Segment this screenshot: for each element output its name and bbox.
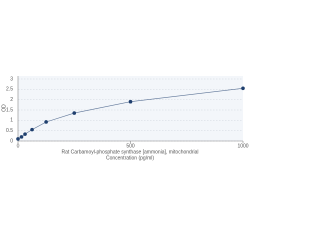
y-tick-label: 2	[10, 97, 13, 103]
y-tick-label: 1.5	[6, 107, 13, 113]
y-tick-label: 0.5	[6, 128, 13, 134]
data-point	[72, 111, 77, 115]
y-tick-label: 3	[10, 76, 13, 82]
data-point	[30, 127, 34, 132]
x-tick-label: 0	[17, 143, 20, 149]
data-point	[44, 120, 48, 124]
data-point	[23, 132, 27, 136]
plot-area	[18, 76, 243, 141]
chart-title: Rat Carbamoyl-phosphate synthase [ammoni…	[61, 149, 198, 155]
data-point	[19, 135, 24, 139]
y-tick-label: 1	[10, 118, 13, 124]
chart: Rat Carbamoyl-phosphate synthase [ammoni…	[1, 76, 249, 161]
data-point	[16, 137, 20, 141]
data-point	[241, 86, 245, 91]
x-axis-label: Concentration (pg/ml)	[106, 155, 154, 161]
data-point	[128, 99, 133, 104]
x-tick-label: 1000	[237, 143, 248, 149]
y-axis-label: OD	[1, 104, 7, 112]
x-tick-label: 500	[126, 143, 135, 149]
y-tick-label: 0	[10, 138, 13, 144]
y-tick-label: 2.5	[6, 87, 13, 93]
